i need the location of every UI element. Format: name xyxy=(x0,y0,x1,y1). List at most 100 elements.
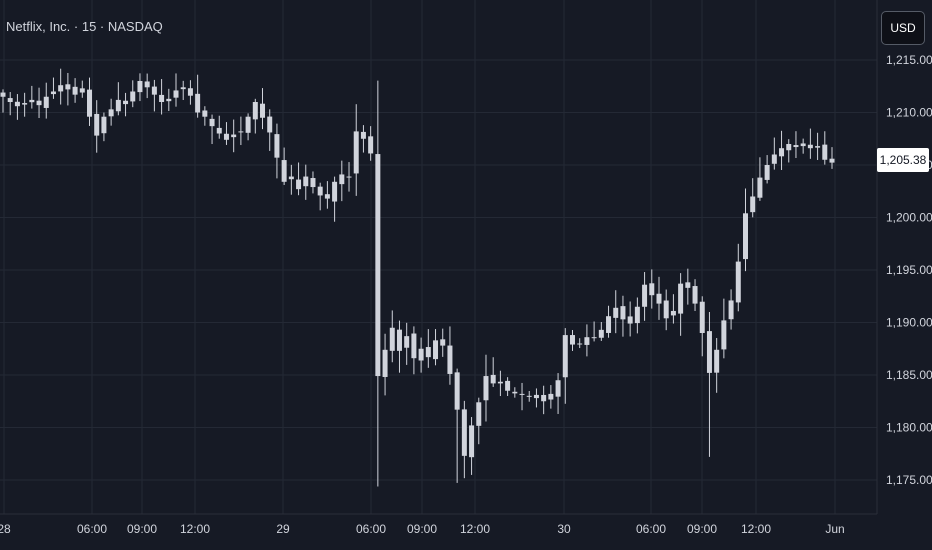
candle xyxy=(584,324,590,357)
candle xyxy=(29,85,35,109)
candle xyxy=(151,79,157,112)
candle xyxy=(411,326,417,375)
candle xyxy=(260,88,266,130)
candle xyxy=(620,295,626,337)
candle xyxy=(483,354,489,422)
candle xyxy=(764,155,770,184)
symbol-title: Netflix, Inc. · 15 · NASDAQ xyxy=(6,19,163,34)
candle xyxy=(800,138,806,154)
candle xyxy=(670,294,676,324)
y-axis-ticks: 1,215.001,210.001,205.001,200.001,195.00… xyxy=(886,53,932,487)
candle xyxy=(505,377,511,397)
candle xyxy=(382,333,388,396)
candle xyxy=(252,98,258,134)
last-price-label: 1,205.38 xyxy=(877,148,929,172)
candle xyxy=(65,72,71,106)
candle xyxy=(447,326,453,385)
candle xyxy=(829,147,835,169)
x-tick-label: 29 xyxy=(276,522,290,536)
x-tick-label: 06:00 xyxy=(356,522,386,536)
candle xyxy=(173,73,179,107)
candle xyxy=(267,109,273,151)
candle xyxy=(706,311,712,457)
candle xyxy=(216,115,222,139)
candle xyxy=(822,131,828,165)
candle xyxy=(368,126,374,161)
candle xyxy=(202,106,208,126)
candle xyxy=(0,89,6,113)
candle xyxy=(187,80,193,105)
candle xyxy=(476,397,482,445)
candle xyxy=(591,321,597,342)
candle xyxy=(598,321,604,341)
candle xyxy=(678,273,684,336)
candle xyxy=(87,77,93,126)
candle xyxy=(238,116,244,146)
candle xyxy=(699,296,705,357)
candle xyxy=(115,82,121,116)
candle xyxy=(123,92,129,117)
y-tick-label: 1,175.00 xyxy=(886,473,932,487)
candle xyxy=(526,390,532,402)
y-tick-label: 1,195.00 xyxy=(886,263,932,277)
candle xyxy=(714,338,720,393)
candle xyxy=(779,130,785,170)
x-tick-label: 06:00 xyxy=(636,522,666,536)
candle xyxy=(577,338,583,349)
candle xyxy=(231,119,237,153)
candle xyxy=(793,131,799,159)
candle xyxy=(742,188,748,272)
candle xyxy=(22,92,28,117)
candle xyxy=(490,357,496,387)
candle xyxy=(159,79,165,115)
candle xyxy=(569,330,575,351)
candle xyxy=(519,382,525,411)
candle xyxy=(360,125,366,153)
candle xyxy=(757,157,763,201)
y-tick-label: 1,215.00 xyxy=(886,53,932,67)
candle xyxy=(130,80,136,108)
candle xyxy=(692,279,698,312)
x-tick-label: Jun xyxy=(825,522,844,536)
candle xyxy=(642,272,648,321)
candle xyxy=(79,80,85,98)
candle xyxy=(303,164,309,200)
x-tick-label: 12:00 xyxy=(180,522,210,536)
candle xyxy=(310,171,316,194)
candle xyxy=(735,243,741,312)
candle xyxy=(750,178,756,218)
candles xyxy=(0,68,835,487)
y-tick-label: 1,185.00 xyxy=(886,368,932,382)
candle xyxy=(454,368,460,483)
candle xyxy=(94,100,100,153)
candle xyxy=(317,182,323,211)
candle xyxy=(14,94,20,120)
candle xyxy=(562,328,568,404)
candle xyxy=(656,276,662,320)
candle xyxy=(72,78,78,103)
candle xyxy=(425,329,431,368)
candle xyxy=(721,298,727,359)
candle xyxy=(43,82,49,119)
x-axis-ticks: 28 06:00 09:00 12:00 29 06:00 09:00 12:00 30 06:0… xyxy=(0,522,845,536)
candle xyxy=(649,269,655,309)
candle xyxy=(108,98,114,126)
candle xyxy=(613,290,619,334)
candle xyxy=(195,74,201,118)
candle xyxy=(389,310,395,363)
candle xyxy=(418,337,424,373)
x-tick-label: 06:00 xyxy=(77,522,107,536)
candle xyxy=(346,162,352,192)
candle xyxy=(541,385,547,415)
candle xyxy=(728,289,734,330)
candle xyxy=(36,87,42,119)
candle xyxy=(375,80,381,487)
currency-button[interactable]: USD xyxy=(881,11,925,45)
candle xyxy=(274,123,280,179)
y-tick-label: 1,190.00 xyxy=(886,316,932,330)
candle xyxy=(663,289,669,331)
candle xyxy=(512,387,518,398)
candle xyxy=(497,370,503,397)
